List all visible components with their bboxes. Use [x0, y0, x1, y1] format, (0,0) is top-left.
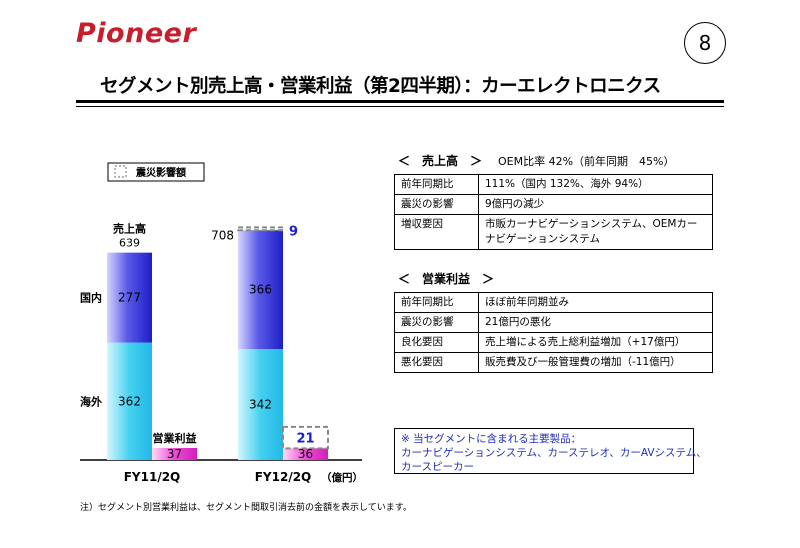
row-label: 増収要因 [394, 214, 479, 250]
bar-operating-income [283, 448, 328, 460]
sales-section-heading: ＜ 売上高 ＞ [398, 154, 483, 168]
value-label-overseas: 342 [249, 398, 272, 412]
impact-label-sales: 9 [289, 224, 298, 239]
table-row: 前年同期比 111%（国内 132%、海外 94%） [394, 174, 713, 195]
value-label-domestic: 277 [118, 291, 141, 305]
row-label: 前年同期比 [394, 292, 479, 313]
pioneer-logo: Pioneer [76, 18, 197, 49]
row-value: 市販カーナビゲーションシステム、OEMカーナビゲーションシステム [478, 214, 713, 250]
overseas-row-label: 海外 [80, 394, 102, 408]
row-label: 震災の影響 [394, 194, 479, 215]
table-row: 震災の影響 9億円の減少 [394, 194, 713, 215]
bar-operating-income [152, 447, 197, 460]
income-heading: 営業利益 [153, 431, 197, 445]
value-label-income: 37 [167, 447, 182, 461]
domestic-row-label: 国内 [80, 291, 102, 305]
table-row: 増収要因 市販カーナビゲーションシステム、OEMカーナビゲーションシステム [394, 214, 713, 250]
impact-box-income [282, 425, 329, 450]
oem-ratio-note: OEM比率 42%（前年同期 45%） [498, 155, 675, 168]
legend-swatch [114, 165, 127, 178]
row-label: 前年同期比 [394, 174, 479, 195]
unit-label: （億円） [321, 471, 363, 484]
value-label-income: 36 [298, 447, 313, 461]
table-row: 前年同期比 ほぼ前年同期並み [394, 292, 713, 313]
title-rule [76, 100, 724, 103]
category-label: FY11/2Q [124, 470, 181, 484]
impact-label-income: 21 [296, 432, 314, 447]
products-line: カースピーカー [401, 461, 474, 473]
sales-total-label: 639 [119, 237, 140, 250]
footnote: 注）セグメント別営業利益は、セグメント間取引消去前の金額を表示しています。 [80, 503, 412, 513]
title-rule-thin [76, 106, 724, 107]
legend-label: 震災影響額 [136, 166, 186, 179]
sales-heading: 売上高 [113, 222, 146, 236]
bar-sales-domestic [238, 230, 283, 350]
row-value: ほぼ前年同期並み [478, 292, 713, 313]
table-row: 良化要因 売上増による売上総利益増加（+17億円） [394, 332, 713, 353]
bar-sales-domestic [107, 252, 152, 343]
sales-total-label: 708 [211, 228, 234, 242]
sales-section-title: ＜ 売上高 ＞ OEM比率 42%（前年同期 45%） [398, 152, 675, 169]
table-row: 悪化要因 販売費及び一般管理費の増加（-11億円） [394, 352, 713, 373]
category-label: FY12/2Q [255, 470, 312, 484]
row-value: 111%（国内 132%、海外 94%） [478, 174, 713, 195]
income-section-title: ＜ 営業利益 ＞ [398, 272, 495, 286]
products-line: カーナビゲーションシステム、カーステレオ、カーAVシステム、 [401, 447, 707, 459]
bar-sales-overseas [238, 349, 283, 460]
bar-sales-overseas [107, 342, 152, 460]
table-row: 震災の影響 21億円の悪化 [394, 312, 713, 333]
row-label: 悪化要因 [394, 352, 479, 373]
row-value: 販売費及び一般管理費の増加（-11億円） [478, 352, 713, 373]
row-value: 9億円の減少 [478, 194, 713, 215]
value-label-domestic: 366 [249, 283, 272, 297]
sales-table: 前年同期比 111%（国内 132%、海外 94%） 震災の影響 9億円の減少 … [394, 174, 713, 250]
row-label: 良化要因 [394, 332, 479, 353]
row-label: 震災の影響 [394, 312, 479, 333]
page-number: 8 [684, 22, 726, 64]
value-label-overseas: 362 [118, 394, 141, 408]
impact-box-sales [237, 226, 284, 232]
row-value: 21億円の悪化 [478, 312, 713, 333]
page-title: セグメント別売上高・営業利益（第2四半期）：カーエレクトロニクス [100, 76, 661, 97]
row-value: 売上増による売上総利益増加（+17億円） [478, 332, 713, 353]
main-products-box: ※ 当セグメントに含まれる主要製品： カーナビゲーションシステム、カーステレオ、… [394, 428, 707, 474]
legend-frame [107, 162, 205, 182]
products-heading: ※ 当セグメントに含まれる主要製品： [401, 433, 582, 445]
income-table: 前年同期比 ほぼ前年同期並み 震災の影響 21億円の悪化 良化要因 売上増による… [394, 292, 713, 373]
